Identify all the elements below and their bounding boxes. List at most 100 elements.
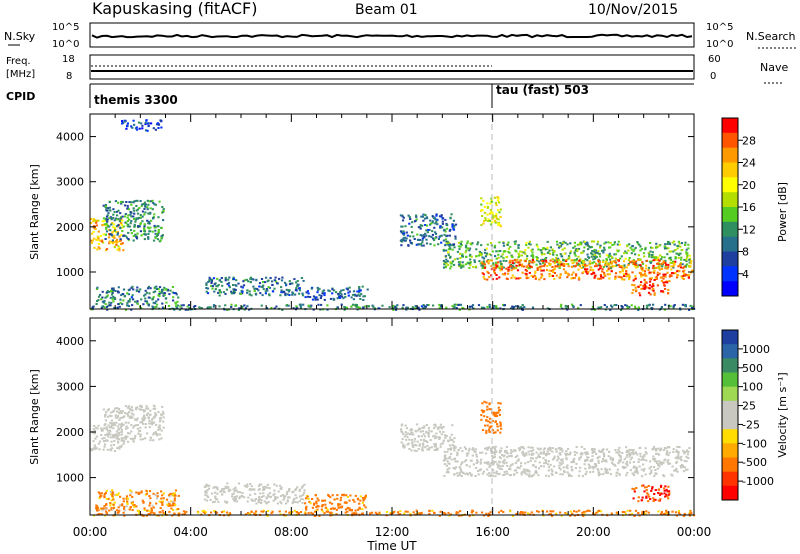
data-cell [102,448,105,451]
data-cell [544,257,547,260]
data-cell [658,462,661,465]
data-cell [112,427,115,430]
data-cell [227,490,230,493]
data-cell [358,294,361,297]
data-cell [120,504,123,507]
x-tick-label: 16:00 [475,525,510,539]
data-cell [626,509,629,512]
data-cell [364,305,367,308]
data-cell [419,234,422,237]
data-cell [486,462,489,465]
data-cell [465,464,468,467]
data-cell [502,474,505,477]
data-cell [122,423,125,426]
data-cell [126,497,130,500]
data-cell [597,459,600,462]
data-cell [461,253,464,256]
data-cell [467,473,470,476]
data-cell [471,509,474,512]
data-cell [254,510,258,513]
data-cell [653,457,657,460]
data-cell [599,244,602,247]
data-cell [434,218,437,221]
data-cell [407,244,410,247]
data-cell [656,452,659,455]
data-cell [491,429,495,432]
data-cell [140,204,143,207]
data-cell [307,292,310,295]
data-cell [316,497,319,500]
data-cell [362,496,365,499]
data-cell [429,439,432,441]
data-cell [265,307,269,309]
data-cell [442,425,445,428]
data-cell [102,204,105,207]
data-cell [542,514,545,517]
data-cell [644,512,647,515]
data-cell [168,494,171,497]
data-cell [158,428,161,431]
data-cell [662,449,665,451]
data-cell [395,308,398,311]
data-cell [156,495,159,498]
data-cell [442,266,446,269]
data-cell [129,298,132,301]
data-cell [315,502,318,505]
data-cell [213,486,217,489]
data-cell [607,455,610,458]
data-cell [649,277,652,280]
data-cell [559,273,562,276]
data-cell [425,238,428,241]
data-cell [120,223,124,226]
data-cell [676,445,679,448]
data-cell [241,290,244,293]
data-cell [497,402,500,405]
data-cell [100,427,103,430]
data-cell [124,436,127,438]
data-cell [480,203,483,206]
data-cell [555,240,559,243]
data-cell [364,494,367,497]
data-cell [617,264,620,267]
data-cell [131,416,134,419]
data-cell [263,488,266,490]
data-cell [331,288,334,291]
data-cell [453,263,456,266]
data-cell [673,240,676,243]
data-cell [493,413,496,416]
data-cell [302,498,305,501]
data-cell [501,253,504,256]
data-cell [298,287,301,290]
data-cell [103,427,106,430]
data-cell [452,228,456,231]
data-cell [161,206,164,208]
data-cell [643,468,646,470]
data-cell [524,462,527,465]
data-cell [538,456,541,458]
data-cell [161,302,164,305]
data-cell [499,260,502,263]
data-cell [210,280,213,283]
data-cell [605,260,608,263]
data-cell [499,269,502,272]
data-cell [419,430,422,433]
data-cell [135,505,138,508]
data-cell [425,229,428,232]
data-cell [151,297,154,300]
velocity-region-4 [304,493,367,512]
data-cell [119,301,122,304]
data-cell [447,448,450,451]
data-cell [131,495,134,498]
data-cell [339,503,342,506]
data-cell [121,230,124,232]
data-cell [99,495,102,498]
data-cell [130,125,133,128]
data-cell [464,251,467,254]
data-cell [542,269,545,272]
data-cell [615,472,618,475]
data-cell [241,495,244,498]
data-cell [155,432,158,435]
data-cell [632,289,635,291]
data-cell [633,465,636,468]
data-cell [558,245,561,247]
